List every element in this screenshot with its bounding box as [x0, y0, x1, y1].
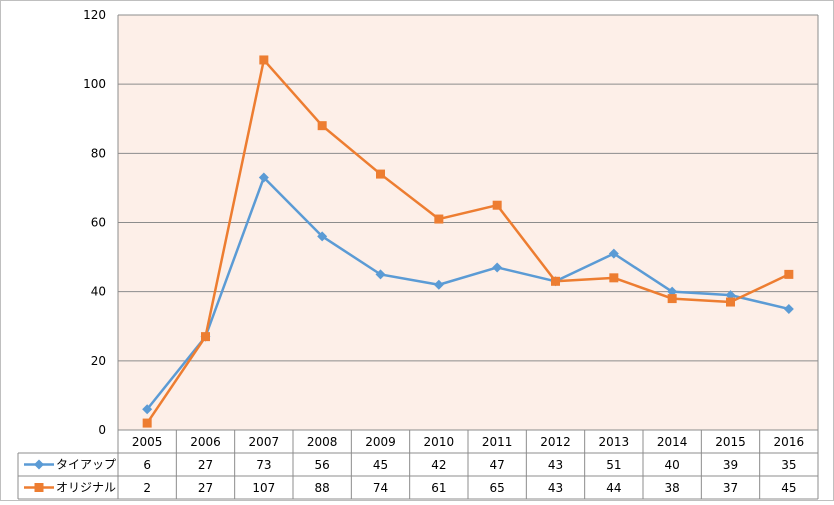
table-value: 6: [143, 458, 151, 472]
table-value: 45: [373, 458, 388, 472]
table-value: 35: [781, 458, 796, 472]
data-point: [492, 200, 502, 210]
data-point: [551, 276, 560, 286]
y-tick-label: 60: [91, 216, 106, 230]
table-value: 65: [490, 481, 505, 495]
legend-marker-0: [34, 459, 44, 470]
data-point: [259, 55, 269, 65]
x-category-label: 2015: [715, 435, 746, 449]
x-category-label: 2016: [774, 435, 805, 449]
series-line-0: [146, 176, 790, 411]
x-category-label: 2014: [657, 435, 688, 449]
y-tick-label: 120: [83, 8, 106, 22]
legend-label-1: オリジナル: [56, 481, 116, 495]
table-value: 107: [252, 481, 275, 495]
x-category-label: 2011: [482, 435, 513, 449]
data-point: [667, 294, 677, 304]
x-category-label: 2007: [249, 435, 280, 449]
table-value: 44: [606, 481, 621, 495]
y-tick-label: 100: [83, 77, 106, 91]
legend-label-0: タイアップ: [56, 458, 116, 472]
table-value: 74: [373, 481, 388, 495]
data-point: [609, 273, 619, 283]
y-tick-label: 20: [91, 354, 106, 368]
data-point: [317, 231, 328, 242]
y-tick-label: 0: [98, 423, 106, 437]
y-tick-label: 80: [91, 146, 106, 160]
table-value: 43: [548, 481, 563, 495]
data-point: [142, 418, 152, 428]
table-value: 56: [315, 458, 330, 472]
data-point: [726, 297, 735, 307]
x-category-label: 2008: [307, 435, 338, 449]
data-point: [783, 303, 794, 314]
table-value: 27: [198, 481, 213, 495]
x-category-label: 2006: [190, 435, 221, 449]
data-point: [784, 269, 794, 279]
table-value: 42: [431, 458, 446, 472]
table-value: 38: [665, 481, 680, 495]
data-point: [434, 214, 444, 224]
table-value: 51: [606, 458, 621, 472]
table-value: 45: [781, 481, 796, 495]
data-point: [375, 269, 386, 280]
series-line-1: [146, 58, 790, 424]
data-point: [317, 121, 327, 131]
data-point: [433, 279, 444, 290]
table-value: 37: [723, 481, 738, 495]
legend-marker-1: [34, 483, 44, 492]
table-value: 88: [315, 481, 330, 495]
table-value: 27: [198, 458, 213, 472]
data-point: [376, 169, 385, 179]
x-category-label: 2012: [540, 435, 571, 449]
data-point: [142, 404, 153, 415]
table-value: 73: [256, 458, 271, 472]
data-point: [492, 262, 503, 273]
table-value: 2: [143, 481, 151, 495]
table-value: 39: [723, 458, 738, 472]
table-value: 47: [490, 458, 505, 472]
x-category-label: 2009: [365, 435, 396, 449]
table-value: 40: [665, 458, 680, 472]
x-category-label: 2013: [599, 435, 630, 449]
data-point: [201, 332, 210, 342]
data-point: [258, 172, 269, 183]
data-point: [608, 248, 619, 259]
y-tick-label: 40: [91, 285, 106, 299]
table-value: 43: [548, 458, 563, 472]
x-category-label: 2005: [132, 435, 163, 449]
x-category-label: 2010: [424, 435, 455, 449]
table-value: 61: [431, 481, 446, 495]
